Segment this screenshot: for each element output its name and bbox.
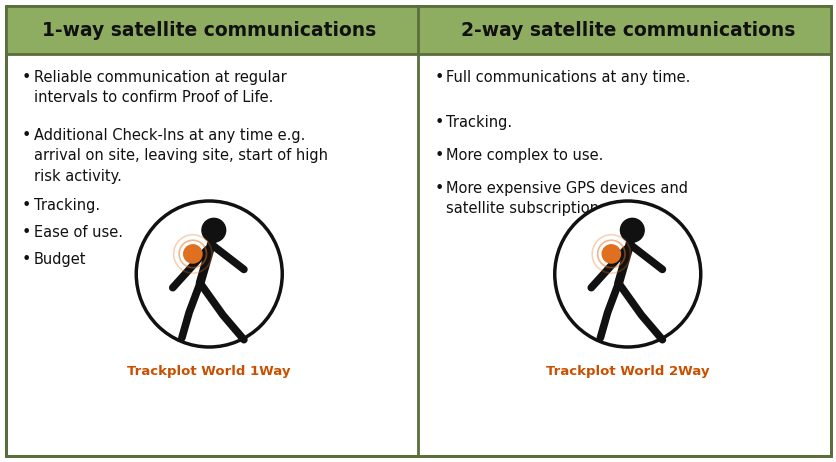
Text: •: • [22, 225, 31, 240]
Text: •: • [22, 198, 31, 213]
Text: Tracking.: Tracking. [446, 115, 512, 130]
Text: Trackplot World 2Way: Trackplot World 2Way [545, 365, 709, 378]
Text: 1-way satellite communications: 1-way satellite communications [42, 20, 376, 39]
Circle shape [554, 201, 700, 347]
Text: Budget: Budget [34, 252, 86, 267]
Text: Additional Check-Ins at any time e.g.
arrival on site, leaving site, start of hi: Additional Check-Ins at any time e.g. ar… [34, 128, 328, 184]
Text: More expensive GPS devices and
satellite subscriptions.: More expensive GPS devices and satellite… [446, 181, 688, 216]
Text: •: • [22, 128, 31, 143]
Text: Trackplot World 1Way: Trackplot World 1Way [127, 365, 291, 378]
Text: •: • [434, 148, 443, 163]
Circle shape [601, 245, 619, 263]
Text: •: • [434, 115, 443, 130]
Bar [418, 6, 830, 54]
Bar [6, 6, 418, 54]
Text: •: • [22, 252, 31, 267]
Text: Full communications at any time.: Full communications at any time. [446, 70, 690, 85]
Text: •: • [434, 70, 443, 85]
Circle shape [201, 219, 226, 242]
Text: Tracking.: Tracking. [34, 198, 100, 213]
Circle shape [136, 201, 282, 347]
Text: Reliable communication at regular
intervals to confirm Proof of Life.: Reliable communication at regular interv… [34, 70, 287, 105]
Circle shape [619, 219, 644, 242]
Text: •: • [22, 70, 31, 85]
Text: •: • [434, 181, 443, 196]
Circle shape [183, 245, 201, 263]
Text: 2-way satellite communications: 2-way satellite communications [460, 20, 794, 39]
Text: More complex to use.: More complex to use. [446, 148, 603, 163]
Text: Ease of use.: Ease of use. [34, 225, 123, 240]
